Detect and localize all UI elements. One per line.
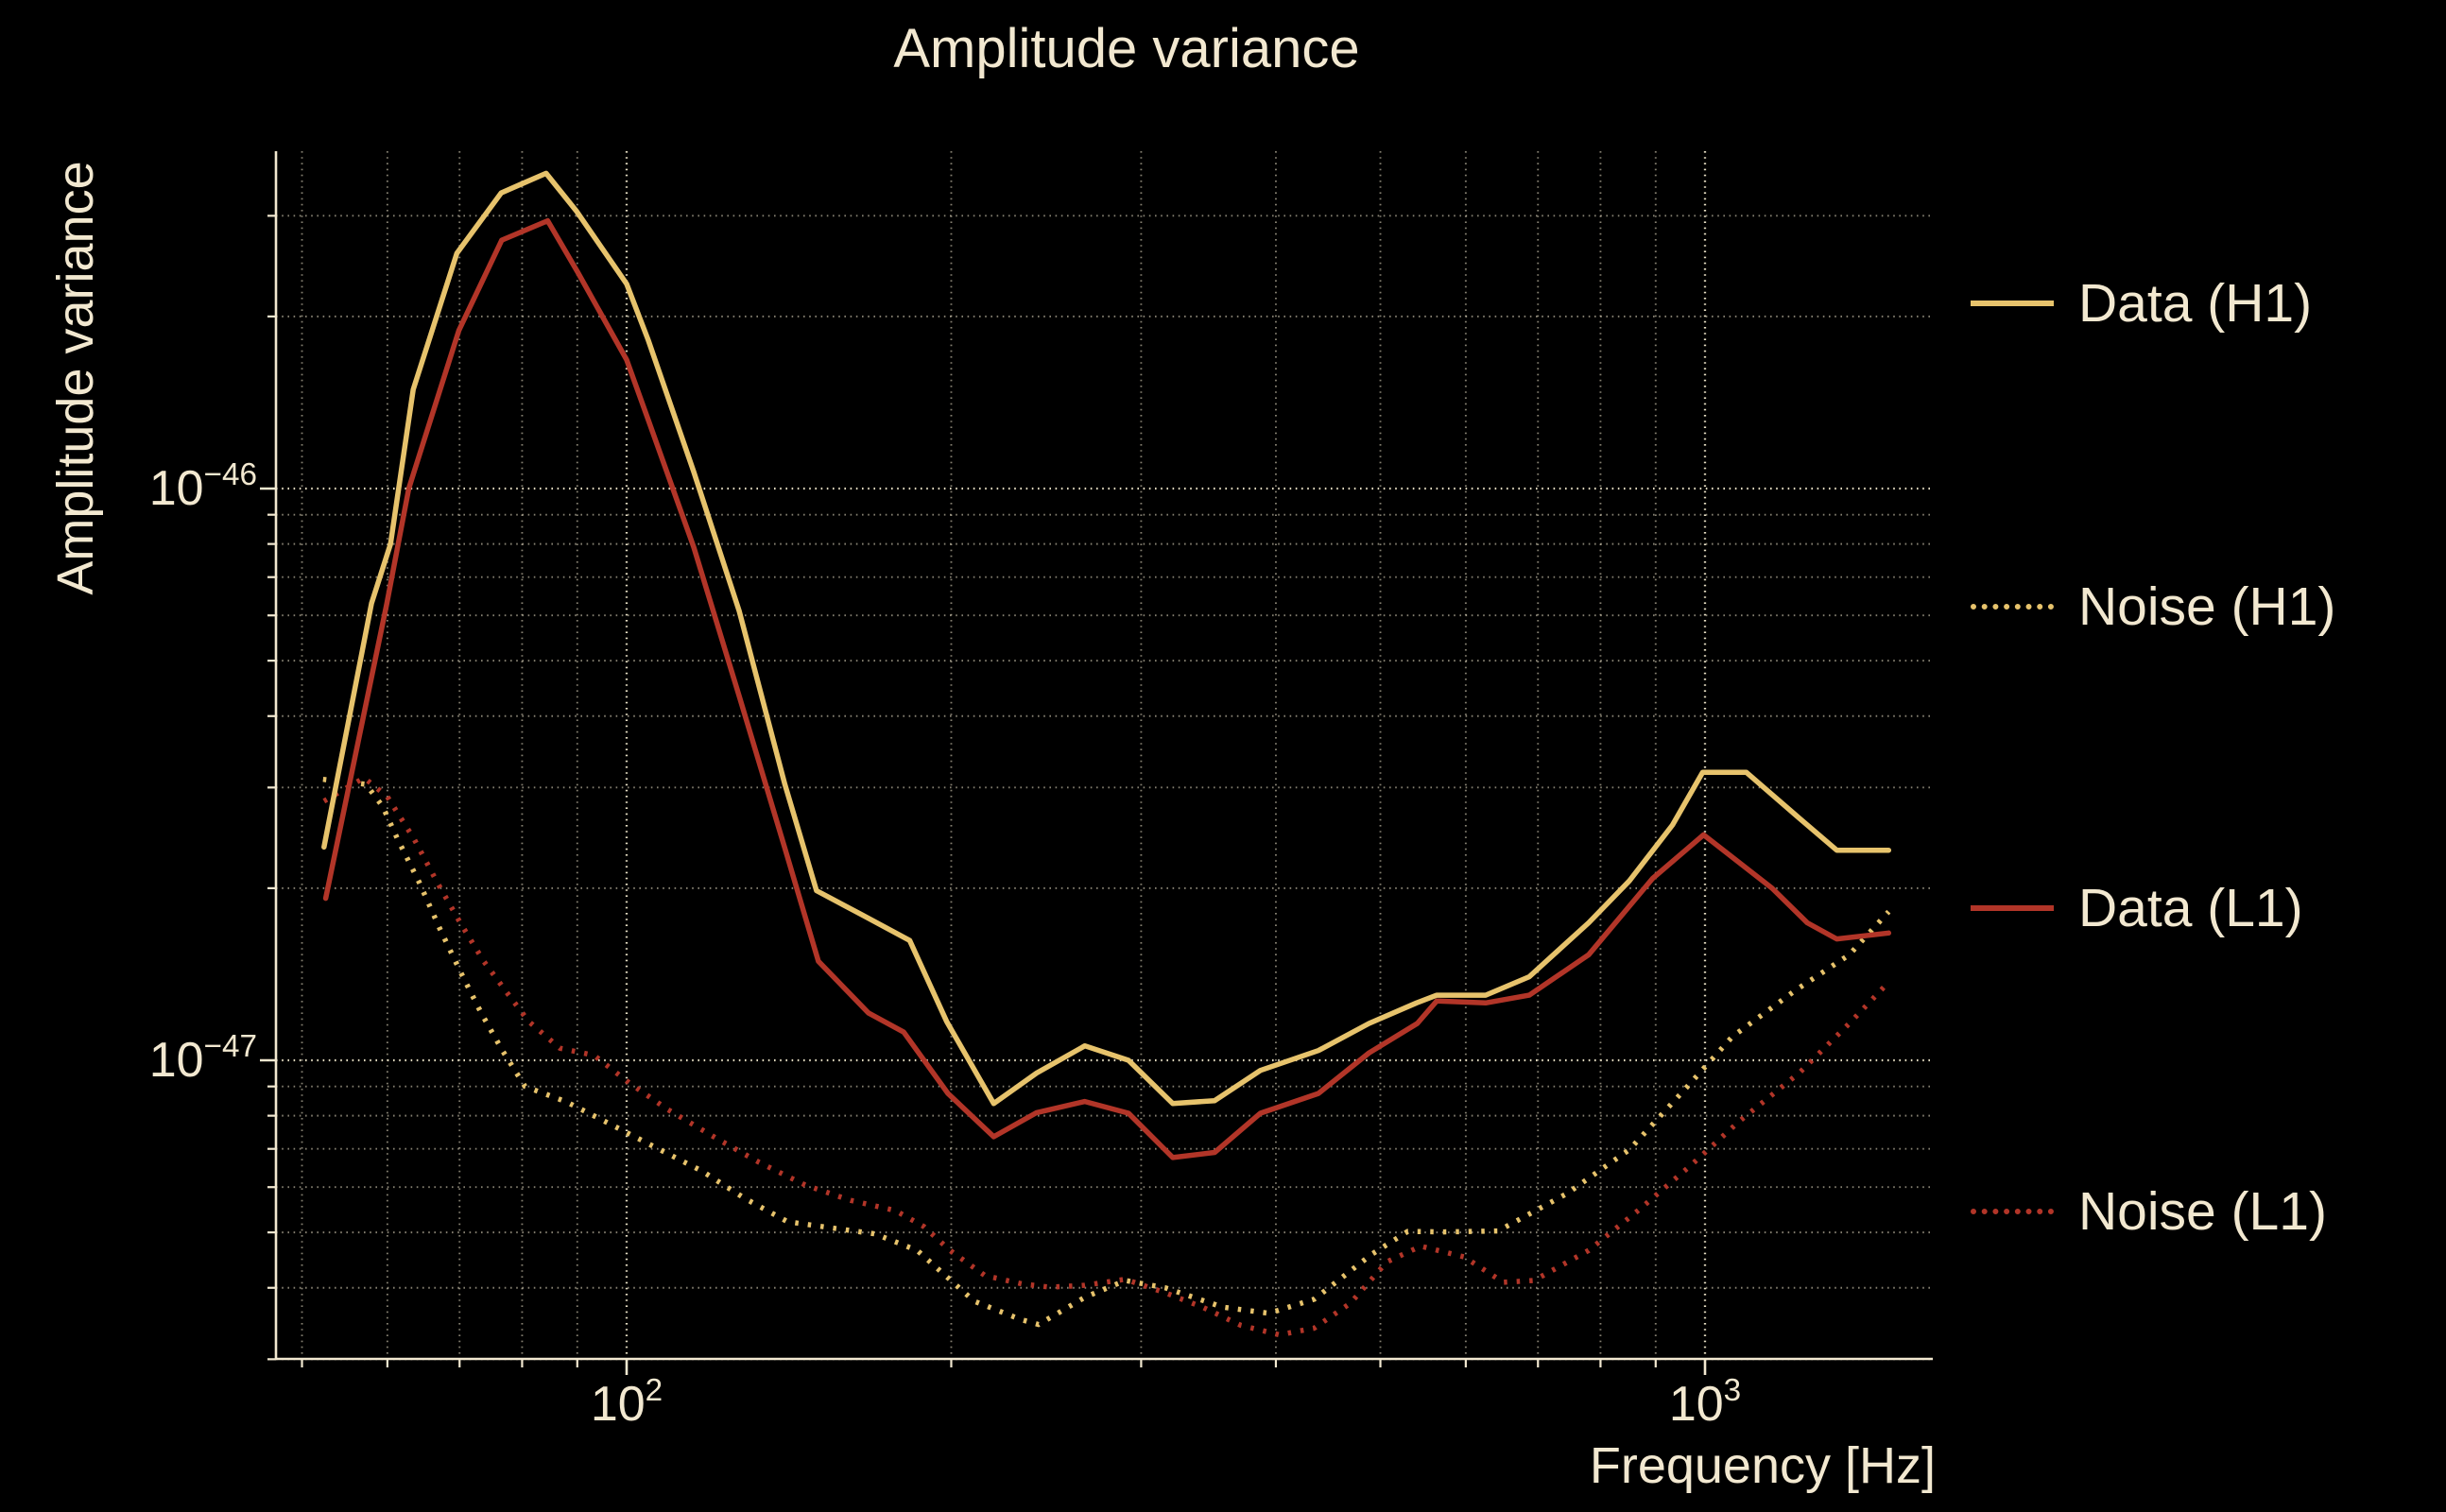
series-line-noise-h1: [322, 776, 1891, 1328]
series-line-noise-l1: [322, 775, 1891, 1338]
series: [321, 170, 1892, 1338]
legend-swatch-noise-l1-icon: [1971, 1209, 2054, 1214]
axes: [260, 151, 1933, 1375]
x-tick-label: 102: [590, 1373, 663, 1432]
x-axis-label: Frequency [Hz]: [1589, 1437, 1936, 1494]
legend-swatch-data-h1-icon: [1971, 301, 2054, 306]
series-line-data-h1: [321, 170, 1892, 1107]
legend-entry-noise-l1: Noise (L1): [1971, 1180, 2327, 1243]
legend-entry-data-h1: Data (H1): [1971, 272, 2312, 335]
legend-entry-data-l1: Data (L1): [1971, 877, 2303, 939]
y-tick-label: 10−47: [148, 1029, 257, 1088]
legend-swatch-data-l1-icon: [1971, 905, 2054, 911]
chart-title: Amplitude variance: [893, 18, 1360, 79]
legend-label-data-l1: Data (L1): [2078, 878, 2303, 938]
y-tick-label: 10−46: [148, 457, 257, 516]
x-tick-label: 103: [1668, 1373, 1742, 1432]
legend-label-data-h1: Data (H1): [2078, 273, 2313, 334]
legend-entry-noise-h1: Noise (H1): [1971, 576, 2335, 638]
y-axis-label: Amplitude variance: [47, 161, 104, 595]
gridlines: [276, 151, 1933, 1361]
legend-swatch-noise-h1-icon: [1971, 604, 2054, 610]
series-line-data-l1: [322, 217, 1892, 1160]
legend-label-noise-l1: Noise (L1): [2078, 1181, 2327, 1242]
legend-label-noise-h1: Noise (H1): [2078, 576, 2336, 637]
